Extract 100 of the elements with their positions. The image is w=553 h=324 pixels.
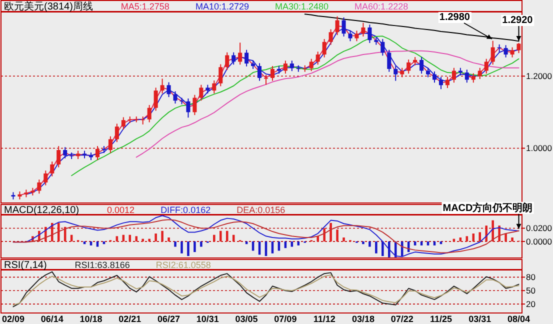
x-tick-label: 07/22 bbox=[390, 314, 414, 324]
bar bbox=[174, 241, 176, 247]
candlestick bbox=[95, 146, 100, 161]
x-tick-label: 11/12 bbox=[313, 314, 336, 324]
bar bbox=[336, 230, 338, 242]
candlestick bbox=[328, 28, 333, 46]
text: MA60:1.2228 bbox=[354, 2, 408, 12]
x-tick-label: 10/31 bbox=[196, 314, 219, 324]
series-label: RSI1:63.8166 bbox=[74, 260, 130, 270]
candlestick bbox=[218, 64, 223, 87]
candlestick bbox=[316, 51, 320, 66]
candlestick bbox=[438, 76, 443, 90]
candlestick bbox=[420, 56, 424, 74]
text: 0.0012 bbox=[107, 205, 135, 215]
y-tick-label: 1.2000 bbox=[526, 71, 552, 82]
x-tick-label: 06/14 bbox=[40, 314, 64, 324]
annotation: 1.2920 bbox=[502, 14, 534, 26]
bar bbox=[194, 241, 196, 252]
candlestick bbox=[238, 42, 242, 66]
bar bbox=[485, 226, 488, 242]
candlestick bbox=[63, 146, 68, 159]
candlestick bbox=[173, 90, 178, 104]
bar bbox=[154, 234, 157, 242]
x-tick-label: 03/18 bbox=[352, 314, 374, 324]
y-tick-label: 1.0000 bbox=[526, 143, 552, 154]
x-tick-label: 10/18 bbox=[80, 314, 102, 324]
bar bbox=[220, 230, 222, 242]
annotation: 1.2980 bbox=[439, 12, 470, 23]
bar bbox=[511, 237, 514, 242]
candlestick bbox=[108, 136, 112, 154]
candlestick bbox=[504, 44, 508, 58]
candlestick bbox=[270, 66, 274, 82]
candlestick bbox=[361, 22, 366, 38]
bar bbox=[96, 241, 99, 247]
candlestick bbox=[283, 60, 288, 74]
x-tick-label: 08/04 bbox=[507, 314, 530, 324]
series-label: RSI2:61.0558 bbox=[156, 260, 211, 270]
candlestick bbox=[192, 94, 197, 116]
bar bbox=[375, 241, 378, 254]
bar bbox=[168, 237, 170, 242]
candlestick bbox=[400, 67, 404, 78]
candlestick bbox=[258, 62, 262, 82]
candlestick bbox=[37, 179, 42, 194]
bar bbox=[116, 236, 118, 242]
candlestick bbox=[199, 84, 204, 102]
bar bbox=[161, 230, 164, 242]
candlestick bbox=[452, 67, 456, 84]
candlestick bbox=[56, 146, 61, 168]
x-tick-label: 03/05 bbox=[235, 314, 258, 324]
bar bbox=[330, 222, 332, 242]
bar bbox=[148, 238, 150, 242]
candlestick bbox=[432, 70, 437, 84]
y-tick-label: 20 bbox=[526, 299, 536, 310]
x-tick-label: 02/21 bbox=[118, 314, 142, 324]
candlestick bbox=[394, 66, 398, 82]
candlestick bbox=[490, 40, 495, 66]
bar bbox=[187, 241, 190, 256]
bar bbox=[180, 241, 183, 254]
candlestick bbox=[212, 80, 216, 94]
bar bbox=[362, 241, 364, 244]
chart-title: RSI(7,14) bbox=[4, 260, 47, 271]
chart-title: 欧元美元(3814)周线 bbox=[4, 0, 93, 12]
candlestick bbox=[471, 72, 476, 84]
candlestick bbox=[426, 67, 430, 78]
candlestick bbox=[186, 98, 190, 118]
candlestick bbox=[50, 161, 54, 177]
candlestick bbox=[114, 123, 119, 143]
candlestick bbox=[244, 49, 249, 67]
x-tick-label: 02/09 bbox=[2, 314, 25, 324]
bar bbox=[323, 228, 326, 242]
text: MA5:1.2758 bbox=[120, 2, 170, 12]
bar bbox=[290, 241, 294, 247]
candlestick bbox=[406, 59, 411, 74]
x-tick-label: 03/31 bbox=[468, 314, 492, 324]
x-tick-label: 07/09 bbox=[274, 314, 297, 324]
candlestick bbox=[232, 52, 236, 66]
bar bbox=[342, 237, 345, 242]
text: MA30:1.2480 bbox=[275, 2, 329, 12]
x-tick-label: 11/25 bbox=[430, 314, 452, 324]
candlestick bbox=[225, 52, 230, 71]
bar bbox=[466, 236, 468, 242]
y-tick-label: 80 bbox=[526, 272, 536, 282]
bar bbox=[504, 234, 507, 242]
candlestick bbox=[290, 60, 294, 72]
candlestick bbox=[147, 104, 152, 123]
y-tick-label: 0.0000 bbox=[526, 236, 552, 246]
candlestick bbox=[322, 38, 326, 58]
y-tick-label: 0.0200 bbox=[526, 223, 552, 234]
series-label: DEA:0.0156 bbox=[236, 205, 286, 215]
candlestick bbox=[121, 116, 126, 130]
bar bbox=[368, 241, 371, 247]
bar bbox=[478, 232, 482, 242]
candlestick bbox=[160, 78, 164, 94]
bar bbox=[142, 238, 144, 242]
candlestick bbox=[464, 69, 469, 84]
candlestick bbox=[484, 58, 488, 74]
candlestick bbox=[335, 16, 340, 36]
y-tick-label: 50 bbox=[526, 286, 536, 296]
candlestick bbox=[354, 30, 359, 42]
chart-title: MACD(12,26,10) bbox=[4, 205, 80, 216]
